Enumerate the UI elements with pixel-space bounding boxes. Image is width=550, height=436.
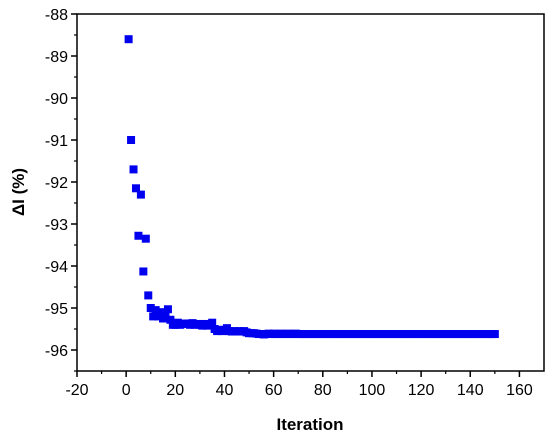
x-axis-title: Iteration bbox=[276, 415, 343, 434]
y-tick-label: -96 bbox=[45, 343, 68, 360]
data-point bbox=[136, 190, 145, 199]
data-point bbox=[141, 234, 150, 243]
x-tick-label: 20 bbox=[166, 382, 184, 399]
data-point bbox=[156, 308, 165, 317]
data-point bbox=[490, 330, 499, 339]
y-tick-label: -90 bbox=[45, 91, 68, 108]
data-point bbox=[124, 35, 133, 44]
y-tick-label: -94 bbox=[45, 259, 68, 276]
x-tick-label: 160 bbox=[506, 382, 533, 399]
x-tick-label: 60 bbox=[265, 382, 283, 399]
data-point bbox=[129, 165, 138, 174]
data-point bbox=[151, 306, 160, 315]
y-axis: -96 -95 -94 -93 -92 -91 -90 -89 -88 bbox=[45, 7, 77, 372]
y-tick-label: -89 bbox=[45, 49, 68, 66]
data-point bbox=[208, 318, 217, 327]
y-tick-label: -92 bbox=[45, 175, 68, 192]
data-point bbox=[131, 184, 140, 193]
x-tick-label: 80 bbox=[314, 382, 332, 399]
data-point bbox=[166, 315, 175, 324]
x-tick-label: 100 bbox=[359, 382, 386, 399]
y-tick-label: -95 bbox=[45, 301, 68, 318]
data-point bbox=[161, 312, 170, 321]
data-point bbox=[127, 136, 136, 144]
data-point bbox=[144, 291, 153, 300]
data-point bbox=[146, 304, 155, 312]
data-point bbox=[134, 231, 143, 240]
x-tick-label: 0 bbox=[122, 382, 131, 399]
x-tick-label: -20 bbox=[65, 382, 88, 399]
y-tick-label: -88 bbox=[45, 7, 68, 24]
x-axis: -20 0 20 40 60 80 100 120 140 160 bbox=[65, 371, 533, 399]
data-series bbox=[124, 35, 499, 339]
y-tick-label: -93 bbox=[45, 217, 68, 234]
x-tick-label: 40 bbox=[216, 382, 234, 399]
y-tick-label: -91 bbox=[45, 133, 68, 150]
plot-frame bbox=[76, 13, 545, 372]
data-point bbox=[139, 267, 148, 276]
data-point bbox=[163, 305, 172, 314]
data-point bbox=[149, 312, 158, 321]
x-tick-label: 120 bbox=[408, 382, 435, 399]
y-axis-title: ΔI (%) bbox=[9, 168, 28, 216]
data-point bbox=[154, 312, 163, 321]
x-tick-label: 140 bbox=[457, 382, 484, 399]
